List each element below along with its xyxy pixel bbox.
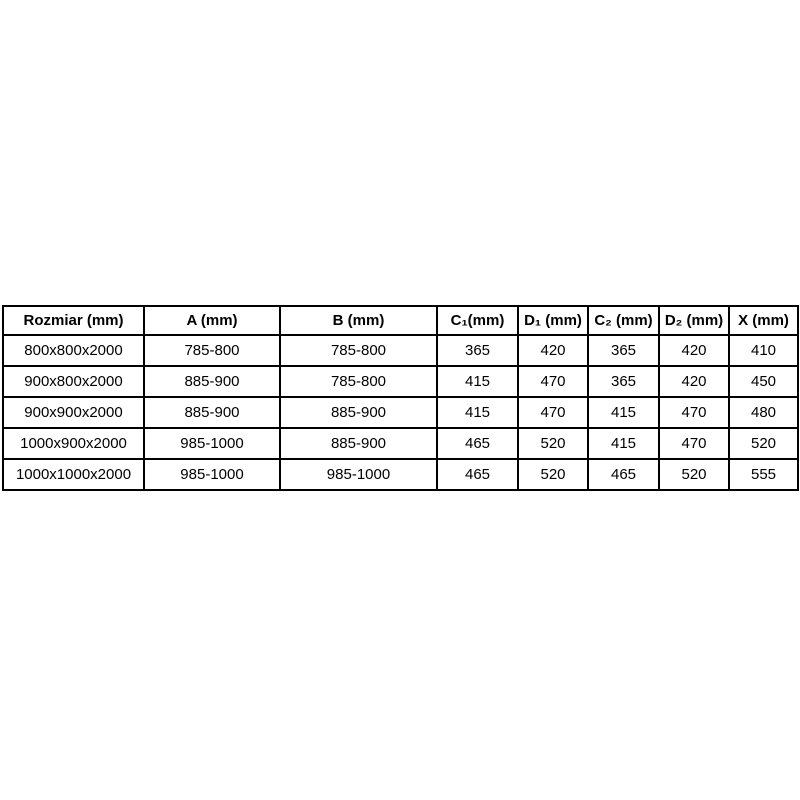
header-cell-d1: D₁ (mm) [517,305,589,336]
table-cell-d2: 470 [658,396,730,429]
table-cell-d1: 520 [517,427,589,460]
table-cell-c2: 365 [587,334,660,367]
table-row: 900x800x2000 885-900 785-800 415 470 365… [2,365,799,398]
table-cell-a: 785-800 [143,334,281,367]
table-cell-c2: 415 [587,396,660,429]
table-row: 1000x900x2000 985-1000 885-900 465 520 4… [2,427,799,460]
table-cell-rozmiar: 900x900x2000 [2,396,145,429]
table-cell-c1: 465 [436,458,519,491]
table-cell-c2: 465 [587,458,660,491]
header-row: Rozmiar (mm) A (mm) B (mm) C₁(mm) D₁ (mm… [2,305,799,336]
header-cell-x: X (mm) [728,305,799,336]
table-cell-c2: 365 [587,365,660,398]
table-cell-d2: 420 [658,365,730,398]
table-cell-c1: 365 [436,334,519,367]
table-cell-a: 885-900 [143,396,281,429]
table-cell-d2: 470 [658,427,730,460]
header-cell-d2: D₂ (mm) [658,305,730,336]
table-cell-rozmiar: 800x800x2000 [2,334,145,367]
table-cell-d1: 470 [517,365,589,398]
table-row: 1000x1000x2000 985-1000 985-1000 465 520… [2,458,799,491]
table-cell-b: 885-900 [279,396,438,429]
table-cell-c2: 415 [587,427,660,460]
table-cell-x: 410 [728,334,799,367]
table-cell-d1: 420 [517,334,589,367]
header-cell-c1: C₁(mm) [436,305,519,336]
table-cell-rozmiar: 900x800x2000 [2,365,145,398]
table-cell-c1: 465 [436,427,519,460]
table-row: 800x800x2000 785-800 785-800 365 420 365… [2,334,799,367]
table-cell-x: 450 [728,365,799,398]
table-cell-b: 885-900 [279,427,438,460]
table-cell-a: 985-1000 [143,458,281,491]
table-cell-a: 885-900 [143,365,281,398]
table-cell-a: 985-1000 [143,427,281,460]
table-cell-d1: 470 [517,396,589,429]
header-cell-c2: C₂ (mm) [587,305,660,336]
table-cell-x: 520 [728,427,799,460]
size-spec-table: Rozmiar (mm) A (mm) B (mm) C₁(mm) D₁ (mm… [2,305,799,491]
table-cell-rozmiar: 1000x900x2000 [2,427,145,460]
table-cell-d2: 420 [658,334,730,367]
table-cell-c1: 415 [436,365,519,398]
header-cell-b: B (mm) [279,305,438,336]
table-cell-b: 785-800 [279,365,438,398]
table-row: 900x900x2000 885-900 885-900 415 470 415… [2,396,799,429]
table-cell-b: 985-1000 [279,458,438,491]
table-cell-c1: 415 [436,396,519,429]
table-cell-x: 555 [728,458,799,491]
table-cell-d2: 520 [658,458,730,491]
table-cell-b: 785-800 [279,334,438,367]
table-cell-rozmiar: 1000x1000x2000 [2,458,145,491]
table-cell-x: 480 [728,396,799,429]
header-cell-rozmiar: Rozmiar (mm) [2,305,145,336]
table-cell-d1: 520 [517,458,589,491]
header-cell-a: A (mm) [143,305,281,336]
